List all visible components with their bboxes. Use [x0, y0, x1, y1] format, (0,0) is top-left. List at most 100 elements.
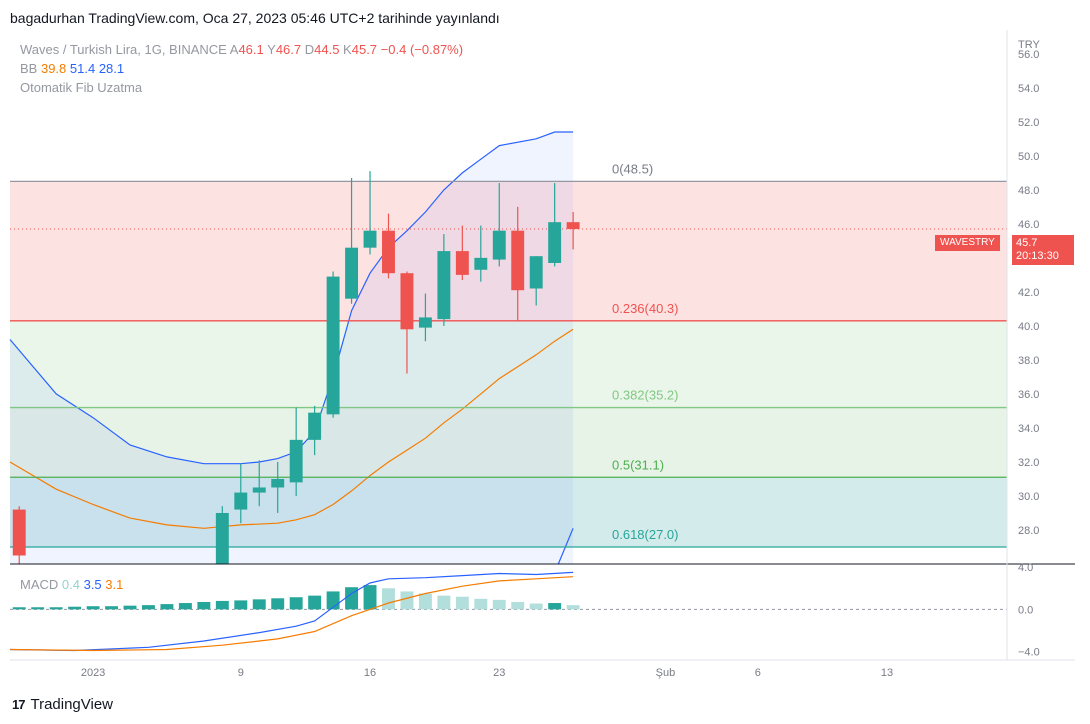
price-tick-label: 50.0 — [1018, 151, 1039, 163]
macd-histogram-bar — [308, 595, 322, 610]
candle-body — [12, 509, 26, 556]
bb-value-2: 28.1 — [98, 61, 125, 76]
price-tick-label: 30.0 — [1018, 491, 1039, 503]
candle-body — [252, 487, 266, 493]
price-tick-label: 56.0 — [1018, 49, 1039, 61]
candle — [252, 460, 266, 507]
ohlc-value-D: 44.5 — [314, 42, 340, 57]
candle — [382, 213, 395, 279]
macd-histogram-bar — [437, 595, 451, 610]
ohlc-key-A: A — [229, 42, 239, 57]
candle — [529, 256, 543, 306]
macd-histogram-bar — [68, 606, 82, 610]
macd-histogram-bar — [455, 596, 469, 610]
candle-body — [474, 257, 488, 270]
fib-label-0: 0(48.5) — [612, 161, 653, 176]
bb-label[interactable]: BB — [20, 61, 38, 76]
candle-body — [308, 412, 322, 440]
ohlc-values: A46.1 Y46.7 D44.5 K45.7 — [230, 42, 377, 57]
macd-tick-label: 4.0 — [1018, 562, 1033, 574]
macd-histogram-bar — [215, 600, 229, 610]
macd-value-1: 3.5 — [83, 577, 106, 592]
candle — [12, 506, 26, 564]
time-tick-label: 23 — [493, 667, 505, 679]
candle — [234, 463, 248, 524]
bb-upper-line — [9, 131, 574, 465]
symbol-price-label: WAVESTRY — [935, 235, 1000, 251]
ohlc-key-K: K — [339, 42, 352, 57]
ohlc-key-D: D — [301, 42, 315, 57]
macd-values: 0.4 3.5 3.1 — [62, 577, 123, 592]
macd-histogram-bar — [234, 600, 248, 610]
candle-body — [234, 492, 248, 510]
time-tick-label: 6 — [755, 667, 761, 679]
legend-macd-row: MACD 0.4 3.5 3.1 — [20, 577, 123, 592]
price-tick-label: 32.0 — [1018, 457, 1039, 469]
candle-body — [363, 230, 377, 248]
ohlc-value-K: 45.7 — [351, 42, 378, 57]
price-tick-label: 46.0 — [1018, 219, 1039, 231]
price-change: −0.4 (−0.87%) — [380, 42, 464, 57]
symbol-title[interactable]: Waves / Turkish Lira, 1G, BINANCE — [20, 42, 227, 57]
price-tick-label: 52.0 — [1018, 117, 1039, 129]
macd-histogram-bar — [105, 606, 119, 610]
bb-value-1: 51.4 — [69, 61, 99, 76]
candle-body — [492, 230, 506, 260]
macd-histogram-bar — [529, 603, 543, 610]
bollinger-bands-layer — [9, 131, 574, 565]
candle — [363, 171, 377, 255]
fib-indicator-label[interactable]: Otomatik Fib Uzatma — [20, 80, 143, 95]
macd-tick-label: 0.0 — [1018, 604, 1033, 616]
currency-label: TRY — [1018, 39, 1040, 51]
candle-body — [418, 317, 432, 328]
candle-body — [382, 230, 395, 274]
macd-value-0: 0.4 — [61, 577, 84, 592]
price-tick-label: 28.0 — [1018, 525, 1039, 537]
macd-histogram-bar — [123, 605, 137, 610]
axes-layer: TRY56.054.052.050.048.046.044.042.040.03… — [10, 30, 1075, 679]
fib-lines-layer: 0(48.5) 0.236(40.3) 0.382(35.2) 0.5(31.1) 0.… — [10, 161, 1007, 548]
price-tick-label: 36.0 — [1018, 389, 1039, 401]
macd-label[interactable]: MACD — [20, 577, 59, 592]
candle — [455, 225, 469, 280]
candle — [437, 234, 451, 326]
last-price-value: 45.7 — [1016, 237, 1038, 249]
legend-ohlc-row: Waves / Turkish Lira, 1G, BINANCE A46.1 … — [20, 42, 463, 57]
bb-basis-line — [9, 328, 574, 529]
legend-bb-row: BB 39.8 51.4 28.1 — [20, 61, 124, 76]
time-tick-label: 2023 — [81, 667, 105, 679]
candle-body — [215, 512, 229, 564]
macd-histogram-bar — [197, 601, 211, 610]
candle — [492, 183, 506, 267]
candle — [548, 183, 562, 267]
candle — [271, 461, 285, 513]
time-tick-label: Şub — [656, 667, 676, 679]
candle — [418, 293, 432, 342]
candle-body — [345, 247, 359, 299]
candle-body — [437, 251, 451, 320]
candle — [308, 405, 322, 456]
macd-histogram-bar — [566, 605, 580, 610]
candle-body — [511, 230, 525, 291]
macd-histogram-bar — [178, 603, 192, 610]
candle-body — [271, 478, 285, 488]
macd-histogram-bar — [400, 591, 414, 610]
macd-histogram-bar — [289, 597, 303, 610]
fib-label-1: 0.236(40.3) — [612, 301, 679, 316]
macd-histogram-bar — [160, 604, 174, 610]
price-tick-label: 38.0 — [1018, 355, 1039, 367]
candles-layer[interactable] — [12, 171, 580, 564]
fib-label-4: 0.618(27.0) — [612, 527, 679, 542]
footer-branding[interactable]: 17 TradingView — [12, 696, 113, 713]
price-tick-label: 42.0 — [1018, 287, 1039, 299]
time-tick-label: 16 — [364, 667, 376, 679]
macd-histogram-bar — [31, 607, 45, 610]
bb-lower-line — [557, 528, 574, 565]
bb-fill-area — [10, 132, 574, 564]
candle — [326, 271, 340, 418]
price-tick-label: 48.0 — [1018, 185, 1039, 197]
price-tick-label: 34.0 — [1018, 423, 1039, 435]
macd-histogram-bar — [345, 587, 359, 610]
candle-body — [289, 439, 303, 483]
